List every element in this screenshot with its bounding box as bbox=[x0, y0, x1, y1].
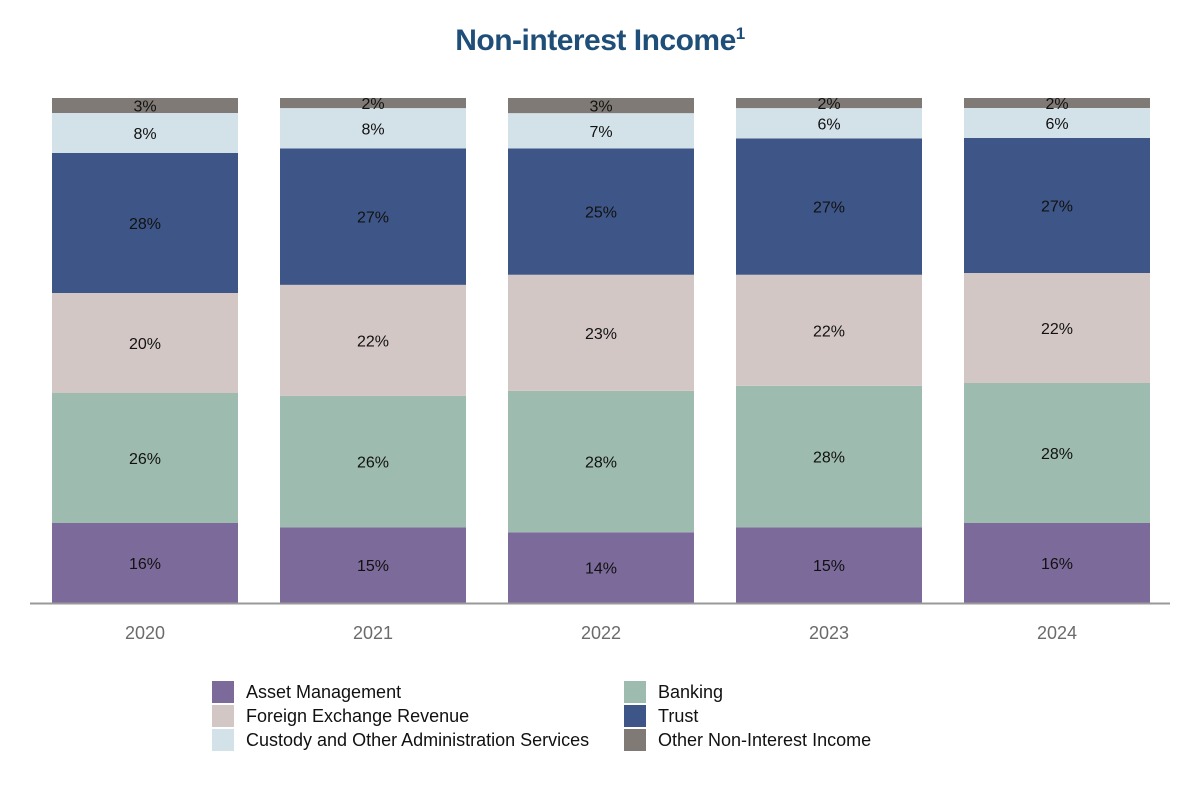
data-label-custody-2024: 6% bbox=[1045, 116, 1068, 133]
bar-segment-trust-2022 bbox=[508, 148, 694, 275]
chart-title: Non-interest Income1 bbox=[455, 24, 745, 57]
data-label-trust-2022: 25% bbox=[585, 205, 617, 222]
stacked-bar-chart: 16% 26% 20% 28% 8% 3% 2020 15% 26% 22% 27% 8% 2% 2021… bbox=[30, 96, 1170, 643]
bar-segment-asset_management-2023 bbox=[736, 527, 922, 603]
title-footnote: 1 bbox=[735, 24, 745, 43]
bar-segment-fx_revenue-2022 bbox=[508, 274, 694, 391]
data-label-banking-2023: 28% bbox=[813, 450, 845, 467]
bar-segment-banking-2024 bbox=[964, 383, 1150, 523]
legend-item-asset_management: Asset Management bbox=[212, 680, 401, 704]
bar-segment-banking-2023 bbox=[736, 385, 922, 528]
data-label-asset_management-2021: 15% bbox=[357, 558, 389, 575]
legend-label-other: Other Non-Interest Income bbox=[658, 729, 872, 750]
bar-segment-banking-2022 bbox=[508, 390, 694, 533]
legend-label-asset_management: Asset Management bbox=[246, 681, 402, 702]
data-label-fx_revenue-2024: 22% bbox=[1041, 321, 1073, 338]
bar-segment-trust-2020 bbox=[52, 153, 238, 293]
legend-swatch-banking bbox=[624, 681, 646, 703]
bar-segment-fx_revenue-2021 bbox=[280, 284, 466, 396]
data-label-fx_revenue-2023: 22% bbox=[813, 323, 845, 340]
data-label-other-2022: 3% bbox=[589, 99, 612, 116]
data-label-other-2023: 2% bbox=[817, 96, 840, 113]
data-label-custody-2023: 6% bbox=[817, 116, 840, 133]
legend-label-banking: Banking bbox=[658, 681, 724, 702]
legend-swatch-fx_revenue bbox=[212, 705, 234, 727]
data-label-asset_management-2022: 14% bbox=[585, 561, 617, 578]
legend-swatch-trust bbox=[624, 705, 646, 727]
bar-segment-fx_revenue-2020 bbox=[52, 293, 238, 393]
bar-segment-banking-2021 bbox=[280, 395, 466, 528]
bar-segment-fx_revenue-2024 bbox=[964, 273, 1150, 383]
legend-item-custody: Custody and Other Administration Service… bbox=[212, 728, 589, 752]
data-label-trust-2021: 27% bbox=[357, 210, 389, 227]
bar-segment-trust-2024 bbox=[964, 138, 1150, 273]
data-label-trust-2020: 28% bbox=[129, 216, 161, 233]
legend-item-trust: Trust bbox=[624, 704, 698, 728]
data-label-asset_management-2020: 16% bbox=[129, 556, 161, 573]
bar-segment-other-2021 bbox=[280, 98, 466, 109]
data-label-other-2020: 3% bbox=[133, 99, 156, 116]
legend-label-custody: Custody and Other Administration Service… bbox=[246, 729, 590, 750]
x-tick-label-2022: 2022 bbox=[581, 623, 621, 643]
data-label-fx_revenue-2020: 20% bbox=[129, 336, 161, 353]
legend-item-banking: Banking bbox=[624, 680, 723, 704]
legend-item-fx_revenue: Foreign Exchange Revenue bbox=[212, 704, 469, 728]
bar-segment-custody-2020 bbox=[52, 113, 238, 153]
bar-segment-custody-2023 bbox=[736, 108, 922, 139]
bar-segment-custody-2024 bbox=[964, 108, 1150, 138]
x-tick-label-2024: 2024 bbox=[1037, 623, 1077, 643]
bar-segment-asset_management-2021 bbox=[280, 527, 466, 603]
data-label-banking-2021: 26% bbox=[357, 455, 389, 472]
data-label-trust-2023: 27% bbox=[813, 200, 845, 217]
bar-segment-trust-2023 bbox=[736, 138, 922, 275]
bar-segment-fx_revenue-2023 bbox=[736, 274, 922, 386]
legend-item-other: Other Non-Interest Income bbox=[624, 728, 871, 752]
data-label-other-2024: 2% bbox=[1045, 96, 1068, 113]
data-label-asset_management-2023: 15% bbox=[813, 558, 845, 575]
x-tick-label-2021: 2021 bbox=[353, 623, 393, 643]
bar-segment-other-2024 bbox=[964, 98, 1150, 108]
bar-segment-asset_management-2020 bbox=[52, 523, 238, 603]
bar-segment-other-2022 bbox=[508, 98, 694, 114]
legend-swatch-custody bbox=[212, 729, 234, 751]
x-tick-label-2020: 2020 bbox=[125, 623, 165, 643]
data-label-fx_revenue-2021: 22% bbox=[357, 333, 389, 350]
bar-segment-trust-2021 bbox=[280, 148, 466, 285]
legend-label-fx_revenue: Foreign Exchange Revenue bbox=[246, 705, 470, 726]
data-label-banking-2020: 26% bbox=[129, 451, 161, 468]
bar-segment-custody-2022 bbox=[508, 113, 694, 149]
data-label-trust-2024: 27% bbox=[1041, 199, 1073, 216]
bar-segment-custody-2021 bbox=[280, 108, 466, 149]
bar-segment-asset_management-2022 bbox=[508, 532, 694, 603]
legend-label-trust: Trust bbox=[658, 705, 699, 726]
legend-swatch-other bbox=[624, 729, 646, 751]
data-label-fx_revenue-2022: 23% bbox=[585, 326, 617, 343]
data-label-custody-2020: 8% bbox=[133, 126, 156, 143]
data-label-banking-2022: 28% bbox=[585, 455, 617, 472]
x-tick-label-2023: 2023 bbox=[809, 623, 849, 643]
legend-swatch-asset_management bbox=[212, 681, 234, 703]
data-label-banking-2024: 28% bbox=[1041, 446, 1073, 463]
data-label-custody-2022: 7% bbox=[589, 124, 612, 141]
data-label-other-2021: 2% bbox=[361, 96, 384, 113]
chart-legend: Asset Management Banking Foreign Exchange … bbox=[212, 680, 912, 752]
bar-segment-other-2020 bbox=[52, 98, 238, 113]
bar-segment-other-2023 bbox=[736, 98, 922, 109]
bar-segment-banking-2020 bbox=[52, 393, 238, 523]
data-label-asset_management-2024: 16% bbox=[1041, 556, 1073, 573]
bar-segment-asset_management-2024 bbox=[964, 523, 1150, 603]
data-label-custody-2021: 8% bbox=[361, 121, 384, 138]
